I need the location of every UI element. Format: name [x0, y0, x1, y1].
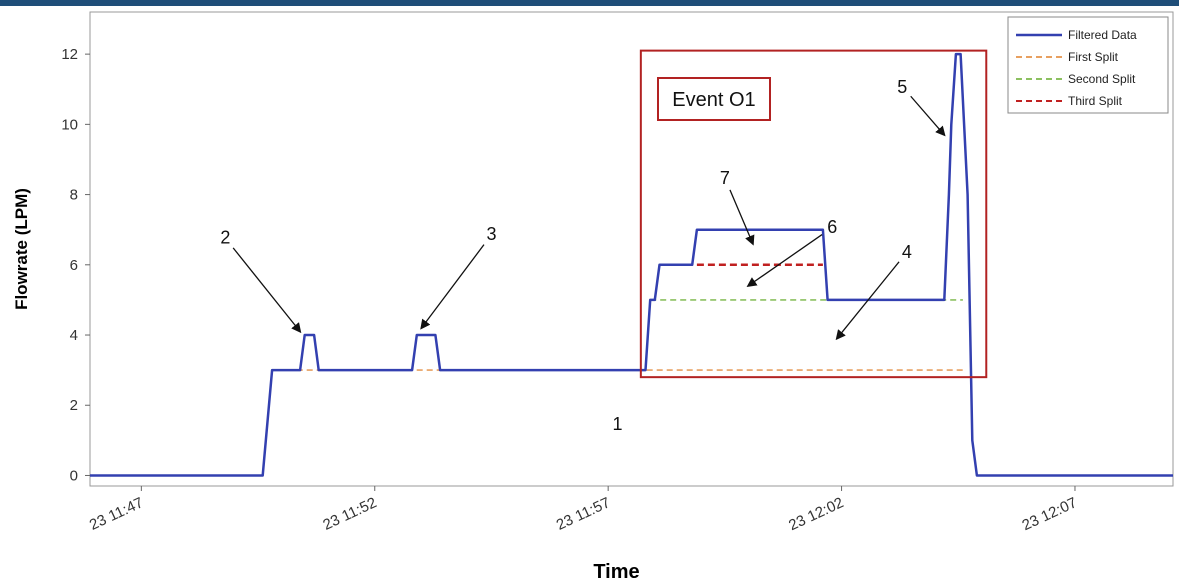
annotation-label-7: 7 — [720, 168, 730, 188]
legend-label: Filtered Data — [1068, 28, 1137, 42]
y-axis-title: Flowrate (LPM) — [12, 188, 31, 310]
x-tick-label: 23 11:52 — [320, 494, 379, 534]
annotation-label-5: 5 — [897, 77, 907, 97]
event-label: Event O1 — [672, 89, 755, 111]
event-box — [639, 49, 988, 379]
x-axis-title: Time — [593, 561, 639, 582]
legend-label: Second Split — [1068, 72, 1136, 86]
y-tick-label: 2 — [70, 397, 78, 414]
y-tick-label: 0 — [70, 467, 78, 484]
y-tick-label: 6 — [70, 257, 78, 274]
y-tick-label: 8 — [70, 187, 78, 204]
legend-label: Third Split — [1068, 94, 1123, 108]
legend: Filtered Data First Split Second Split Thir… — [1007, 16, 1169, 114]
y-tick-label: 10 — [61, 116, 78, 133]
annotation-arrow-3 — [420, 244, 485, 330]
legend-label: First Split — [1068, 50, 1119, 64]
event-label-box — [657, 77, 771, 121]
annotation-label-6: 6 — [827, 217, 837, 237]
x-tick-label: 23 11:47 — [87, 494, 146, 534]
annotation-arrow-5 — [910, 95, 946, 137]
legend-box — [1007, 16, 1169, 114]
x-tick-label: 23 12:02 — [786, 494, 846, 534]
annotation-arrow-7 — [729, 189, 755, 246]
annotation-label-3: 3 — [486, 224, 496, 244]
y-tick-label: 12 — [61, 46, 78, 63]
x-tick-label: 23 11:57 — [554, 494, 613, 534]
annotation-label-1: 1 — [612, 414, 622, 434]
annotation-label-4: 4 — [902, 242, 912, 262]
header-bar — [0, 0, 1179, 6]
x-tick-label: 23 12:07 — [1020, 494, 1080, 534]
annotation-arrow-2 — [232, 247, 302, 334]
y-tick-label: 4 — [70, 327, 78, 344]
series-line-filtered-data — [90, 52, 1173, 477]
annotation-label-2: 2 — [220, 228, 230, 248]
plot-frame — [89, 11, 1174, 487]
annotation-arrow-4 — [835, 261, 900, 341]
annotation-arrow-6 — [746, 234, 823, 288]
